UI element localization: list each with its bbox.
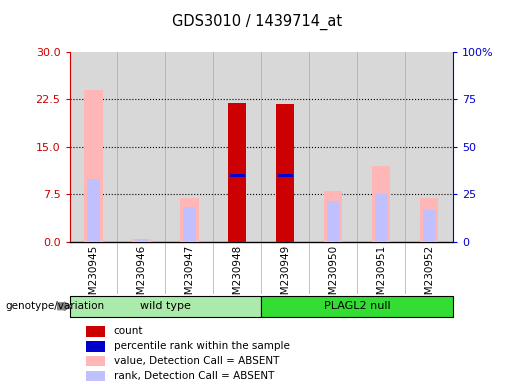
Bar [278,174,293,177]
Text: GSM230951: GSM230951 [376,245,386,308]
Bar [261,52,310,242]
Bar [372,166,390,242]
Bar [213,52,261,242]
Bar [310,52,357,242]
Bar [87,179,100,242]
Bar [228,103,247,242]
Text: GSM230950: GSM230950 [328,245,338,308]
Bar [132,239,150,242]
Bar [276,104,295,242]
Bar [135,239,148,242]
Bar [327,201,340,242]
Bar [87,341,106,352]
Bar [70,52,117,242]
Text: value, Detection Call = ABSENT: value, Detection Call = ABSENT [114,356,279,366]
Text: GSM230945: GSM230945 [89,245,98,308]
Bar [117,52,165,242]
Text: count: count [114,326,143,336]
Bar [230,174,245,177]
Text: GSM230947: GSM230947 [184,245,195,308]
Bar [183,207,196,242]
Bar [84,90,102,242]
Bar [423,210,436,242]
Bar [405,52,453,242]
Bar [165,52,213,242]
Text: wild type: wild type [140,301,191,311]
Bar [357,52,405,242]
Bar [180,198,199,242]
Text: GSM230946: GSM230946 [136,245,146,308]
Bar [324,191,342,242]
Text: GSM230949: GSM230949 [280,245,290,308]
Bar [87,326,106,337]
Bar [375,194,388,242]
Text: PLAGL2 null: PLAGL2 null [324,301,390,311]
Bar [87,371,106,381]
Text: rank, Detection Call = ABSENT: rank, Detection Call = ABSENT [114,371,274,381]
Text: genotype/variation: genotype/variation [5,301,104,311]
Bar [261,296,453,317]
Text: GSM230952: GSM230952 [424,245,434,308]
Text: GSM230948: GSM230948 [232,245,243,308]
Bar [420,198,438,242]
Text: GDS3010 / 1439714_at: GDS3010 / 1439714_at [173,13,342,30]
Bar [87,356,106,366]
Bar [70,296,261,317]
Text: percentile rank within the sample: percentile rank within the sample [114,341,290,351]
